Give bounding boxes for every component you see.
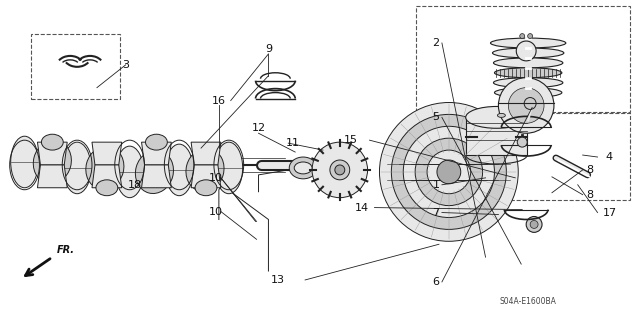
Ellipse shape — [96, 180, 118, 196]
Ellipse shape — [294, 162, 312, 174]
Polygon shape — [92, 165, 122, 188]
Circle shape — [427, 150, 471, 194]
Ellipse shape — [63, 142, 91, 194]
Text: 15: 15 — [344, 135, 358, 145]
Circle shape — [516, 41, 536, 61]
Circle shape — [508, 88, 544, 123]
Ellipse shape — [494, 58, 563, 68]
Circle shape — [312, 142, 368, 198]
Circle shape — [526, 217, 542, 232]
Circle shape — [527, 34, 533, 39]
Text: 5: 5 — [433, 112, 440, 122]
Circle shape — [380, 102, 519, 241]
Ellipse shape — [494, 78, 563, 88]
Ellipse shape — [41, 134, 63, 150]
Text: 7: 7 — [433, 208, 440, 218]
Circle shape — [437, 160, 461, 184]
Ellipse shape — [494, 68, 562, 78]
Polygon shape — [38, 165, 67, 188]
Text: 1: 1 — [433, 180, 440, 190]
Text: 12: 12 — [252, 123, 266, 133]
Text: 8: 8 — [586, 190, 593, 200]
Circle shape — [517, 137, 527, 147]
Bar — [416, 6, 630, 112]
Text: S04A-E1600BA: S04A-E1600BA — [500, 297, 557, 306]
Text: 3: 3 — [122, 60, 129, 70]
Ellipse shape — [186, 148, 224, 192]
Ellipse shape — [166, 144, 193, 196]
Ellipse shape — [492, 48, 564, 58]
Ellipse shape — [116, 146, 143, 198]
Text: 9: 9 — [265, 44, 272, 54]
Polygon shape — [92, 142, 122, 165]
Bar — [31, 34, 120, 99]
Ellipse shape — [11, 136, 38, 188]
Polygon shape — [38, 142, 67, 165]
Circle shape — [524, 98, 536, 109]
Circle shape — [330, 160, 350, 180]
Text: FR.: FR. — [57, 245, 75, 255]
Circle shape — [498, 78, 554, 133]
Ellipse shape — [215, 142, 243, 194]
Circle shape — [403, 126, 494, 218]
Ellipse shape — [289, 157, 317, 179]
Polygon shape — [191, 142, 221, 165]
Ellipse shape — [195, 180, 217, 196]
Text: 4: 4 — [606, 152, 613, 162]
Polygon shape — [141, 142, 171, 165]
Text: 10: 10 — [209, 173, 223, 183]
Text: 2: 2 — [433, 38, 440, 48]
Ellipse shape — [86, 146, 124, 189]
Text: 16: 16 — [212, 96, 226, 106]
Ellipse shape — [136, 150, 173, 194]
Polygon shape — [191, 165, 221, 188]
Text: 14: 14 — [355, 203, 369, 212]
Circle shape — [415, 138, 483, 206]
Circle shape — [335, 165, 345, 175]
Circle shape — [520, 34, 525, 39]
Circle shape — [530, 220, 538, 228]
Text: 18: 18 — [127, 180, 141, 190]
Text: 8: 8 — [586, 165, 593, 175]
Ellipse shape — [494, 88, 562, 98]
Ellipse shape — [33, 140, 71, 184]
Ellipse shape — [145, 134, 168, 150]
Circle shape — [391, 114, 506, 229]
Text: 11: 11 — [286, 138, 300, 148]
Text: 6: 6 — [433, 277, 440, 287]
Bar — [416, 113, 630, 200]
Text: 17: 17 — [603, 208, 617, 218]
Polygon shape — [512, 56, 540, 96]
Text: 13: 13 — [270, 275, 284, 285]
Ellipse shape — [490, 38, 566, 48]
Ellipse shape — [466, 107, 527, 128]
Polygon shape — [141, 165, 171, 188]
Text: 10: 10 — [209, 206, 223, 217]
Bar — [466, 117, 527, 155]
Ellipse shape — [497, 113, 505, 117]
